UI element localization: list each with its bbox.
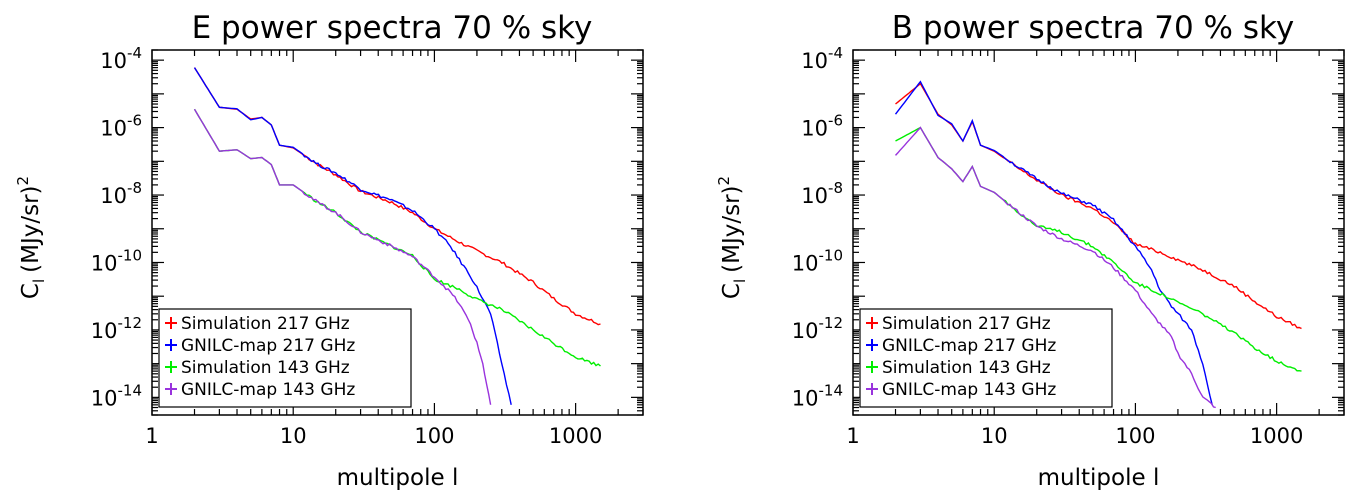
y-tick-base: 10 <box>801 49 828 73</box>
legend-marker-plus <box>165 339 177 351</box>
legend-marker-plus <box>866 317 878 329</box>
y-tick-label: 10-8 <box>100 179 142 208</box>
y-tick-label: 10-12 <box>91 314 142 343</box>
series-line-2 <box>193 67 512 405</box>
y-axis-label-sub: l <box>30 279 48 283</box>
y-axis-label-unit: (MJy/sr) <box>719 185 745 272</box>
y-tick-base: 10 <box>91 251 118 275</box>
x-axis-label: multipole l <box>337 465 459 491</box>
legend-marker-plus <box>866 361 878 373</box>
y-tick-label: 10-4 <box>801 44 843 73</box>
y-tick-base: 10 <box>91 386 118 410</box>
y-tick-exponent: -10 <box>819 246 844 264</box>
y-tick-exponent: -12 <box>118 314 143 332</box>
y-tick-label: 10-6 <box>801 112 843 141</box>
y-axis-label-sup: 2 <box>715 176 733 186</box>
legend-marker-plus <box>165 383 177 395</box>
x-axis-label: multipole l <box>1038 465 1160 491</box>
y-tick-exponent: -8 <box>828 179 843 197</box>
x-tick-label: 10 <box>280 424 307 448</box>
chart-title: B power spectra 70 % sky <box>892 10 1294 46</box>
y-tick-exponent: -6 <box>828 112 843 130</box>
legend-entry: Simulation 143 GHz <box>181 358 350 378</box>
y-tick-exponent: -14 <box>819 381 844 399</box>
y-tick-exponent: -8 <box>127 179 142 197</box>
legend-entry: GNILC-map 217 GHz <box>882 336 1056 356</box>
y-tick-base: 10 <box>792 319 819 343</box>
legend-entry: GNILC-map 217 GHz <box>181 336 355 356</box>
y-axis-label-base: C <box>18 283 44 299</box>
y-tick-base: 10 <box>792 251 819 275</box>
y-tick-base: 10 <box>100 49 127 73</box>
legend-box <box>158 308 412 408</box>
y-axis-label: Cl (MJy/sr)2 <box>715 176 749 299</box>
series-line-4 <box>894 126 1216 409</box>
x-tick-label: 1 <box>145 424 158 448</box>
y-tick-base: 10 <box>100 184 127 208</box>
y-tick-base: 10 <box>801 117 828 141</box>
y-tick-label: 10-10 <box>792 246 843 275</box>
y-tick-exponent: -14 <box>118 381 143 399</box>
y-axis-label-unit: (MJy/sr) <box>18 185 44 272</box>
legend-marker-plus <box>866 339 878 351</box>
y-tick-label: 10-12 <box>792 314 843 343</box>
y-tick-base: 10 <box>100 117 127 141</box>
x-tick-label: 1000 <box>1250 424 1303 448</box>
y-tick-base: 10 <box>91 319 118 343</box>
legend-entry: GNILC-map 143 GHz <box>882 380 1056 400</box>
series-line-1 <box>193 67 601 326</box>
x-tick-label: 1 <box>846 424 859 448</box>
legend-entry: Simulation 217 GHz <box>882 314 1051 334</box>
y-tick-label: 10-10 <box>91 246 142 275</box>
y-axis-label-sup: 2 <box>14 176 32 186</box>
y-axis-label: Cl (MJy/sr)2 <box>14 176 48 299</box>
series-line-4 <box>193 108 492 405</box>
x-tick-label: 100 <box>414 424 454 448</box>
y-tick-exponent: -4 <box>127 44 142 62</box>
legend-marker-plus <box>866 383 878 395</box>
y-tick-label: 10-4 <box>100 44 142 73</box>
y-tick-exponent: -12 <box>819 314 844 332</box>
chart-title: E power spectra 70 % sky <box>192 10 593 46</box>
legend-box <box>859 308 1113 408</box>
y-tick-label: 10-6 <box>100 112 142 141</box>
legend-marker-plus <box>165 361 177 373</box>
legend-entry: Simulation 217 GHz <box>181 314 350 334</box>
y-tick-label: 10-8 <box>801 179 843 208</box>
y-tick-base: 10 <box>801 184 828 208</box>
y-axis-label-base: C <box>719 283 745 299</box>
y-tick-exponent: -10 <box>118 246 143 264</box>
x-tick-label: 10 <box>981 424 1008 448</box>
series-line-2 <box>894 80 1213 405</box>
y-tick-base: 10 <box>792 386 819 410</box>
x-tick-label: 1000 <box>549 424 602 448</box>
x-tick-label: 100 <box>1115 424 1155 448</box>
y-tick-label: 10-14 <box>792 381 843 410</box>
y-tick-exponent: -4 <box>828 44 843 62</box>
y-axis-label-sub: l <box>731 279 749 283</box>
legend-entry: GNILC-map 143 GHz <box>181 380 355 400</box>
y-tick-exponent: -6 <box>127 112 142 130</box>
legend-entry: Simulation 143 GHz <box>882 358 1051 378</box>
series-line-1 <box>895 82 1302 330</box>
legend-marker-plus <box>165 317 177 329</box>
y-tick-label: 10-14 <box>91 381 142 410</box>
